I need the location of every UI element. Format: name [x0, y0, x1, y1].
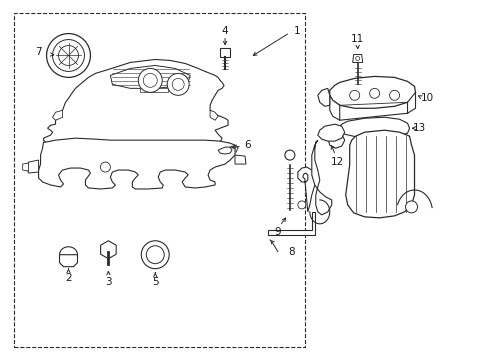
Polygon shape	[218, 147, 232, 154]
Polygon shape	[297, 167, 315, 212]
Text: 1: 1	[293, 26, 300, 36]
Polygon shape	[317, 124, 344, 141]
Polygon shape	[329, 95, 339, 120]
Circle shape	[143, 73, 157, 87]
Text: 5: 5	[152, 276, 158, 287]
Polygon shape	[26, 160, 39, 173]
Text: 4: 4	[221, 26, 228, 36]
Circle shape	[389, 90, 399, 100]
Circle shape	[141, 241, 169, 269]
Polygon shape	[220, 48, 229, 58]
Circle shape	[355, 57, 359, 60]
Circle shape	[52, 40, 84, 71]
Polygon shape	[22, 163, 29, 171]
Circle shape	[100, 162, 110, 172]
Polygon shape	[327, 128, 344, 148]
Polygon shape	[345, 130, 414, 218]
Bar	[14, 13, 304, 347]
Polygon shape	[352, 54, 362, 62]
Text: 3: 3	[105, 276, 111, 287]
Polygon shape	[39, 138, 235, 189]
Circle shape	[172, 78, 184, 90]
Circle shape	[369, 88, 379, 98]
Polygon shape	[43, 59, 227, 153]
Polygon shape	[60, 255, 77, 267]
Text: 2: 2	[65, 273, 72, 283]
Circle shape	[59, 45, 78, 66]
Polygon shape	[210, 110, 218, 120]
Polygon shape	[101, 241, 116, 259]
Circle shape	[285, 150, 294, 160]
Polygon shape	[329, 76, 415, 108]
Text: 9: 9	[274, 227, 281, 237]
Polygon shape	[311, 140, 331, 215]
Text: 10: 10	[420, 93, 433, 103]
Circle shape	[297, 201, 305, 209]
Polygon shape	[235, 155, 245, 164]
Circle shape	[405, 201, 417, 213]
Polygon shape	[407, 92, 415, 113]
Text: 11: 11	[350, 33, 364, 44]
Polygon shape	[52, 110, 62, 120]
Text: 7: 7	[35, 48, 42, 58]
Polygon shape	[267, 212, 314, 235]
Text: 8: 8	[288, 247, 295, 257]
Text: 6: 6	[244, 140, 251, 150]
Circle shape	[167, 73, 189, 95]
Circle shape	[46, 33, 90, 77]
Polygon shape	[317, 88, 329, 106]
Polygon shape	[337, 117, 408, 138]
Text: 12: 12	[330, 157, 344, 167]
Circle shape	[146, 246, 164, 264]
Circle shape	[138, 68, 162, 92]
Text: 13: 13	[412, 123, 425, 133]
Circle shape	[349, 90, 359, 100]
Polygon shape	[110, 66, 190, 88]
Polygon shape	[140, 88, 168, 92]
